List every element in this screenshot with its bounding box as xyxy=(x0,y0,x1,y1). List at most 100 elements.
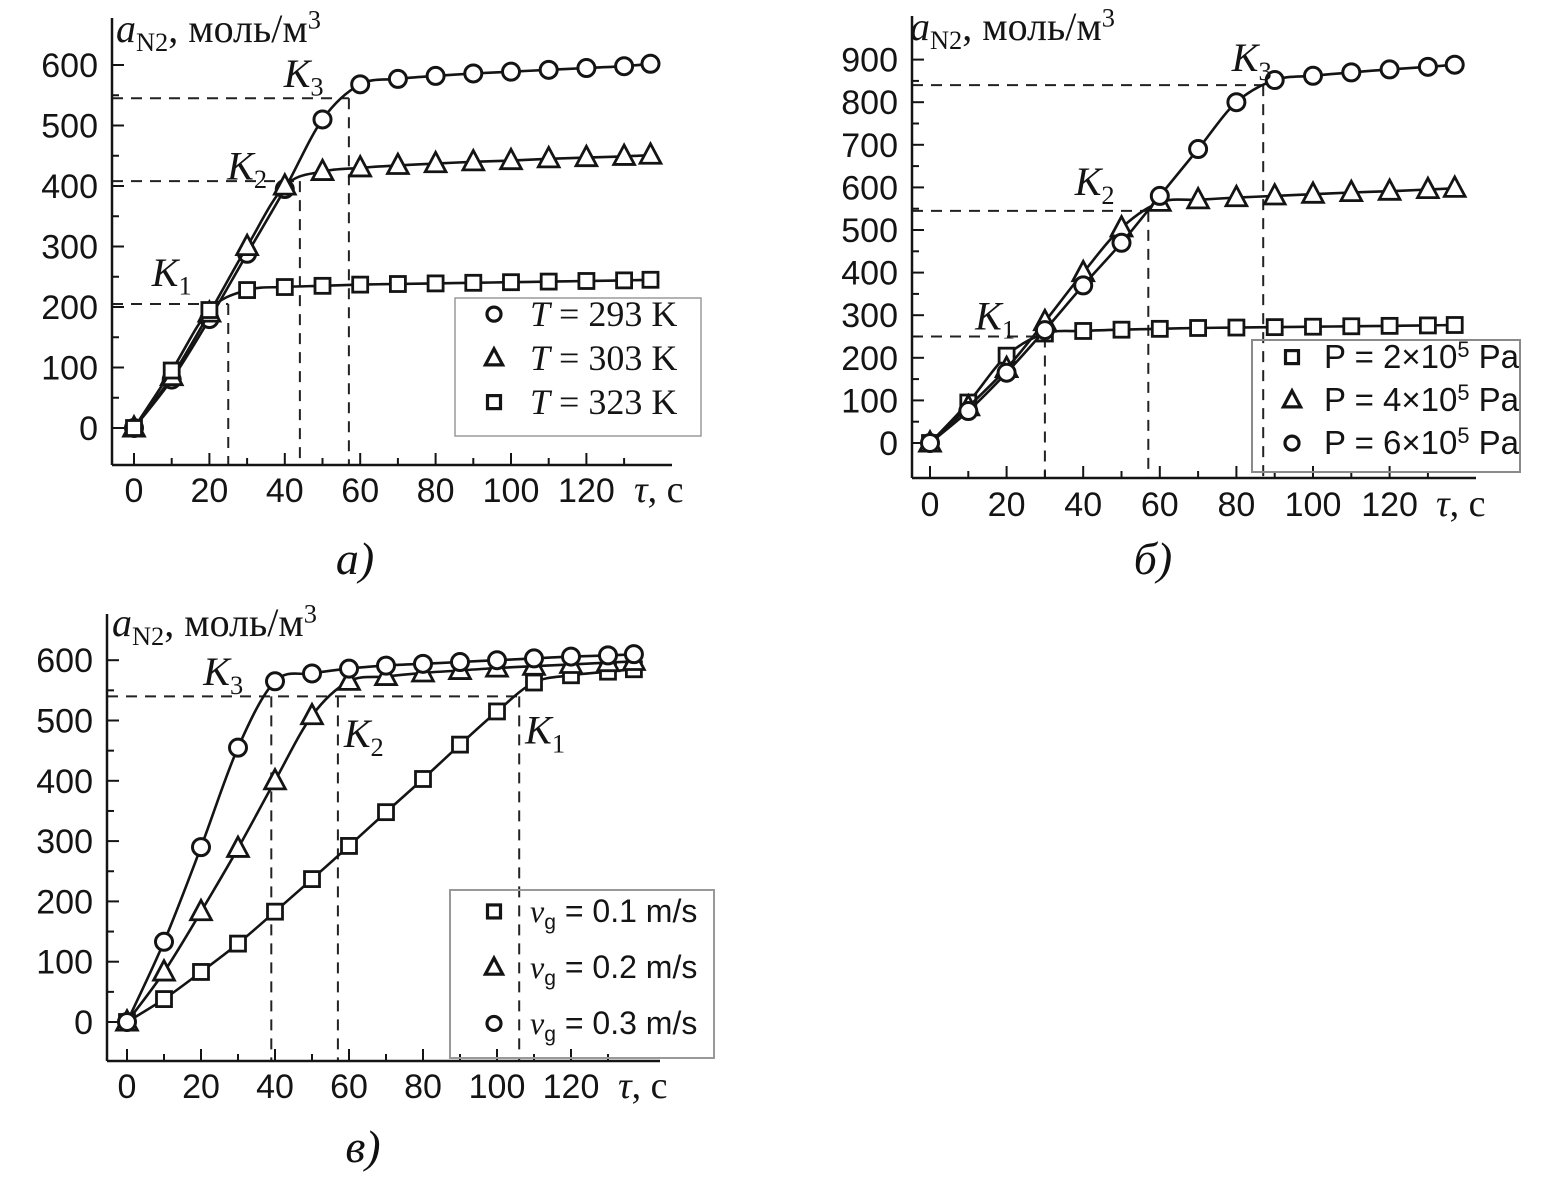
guide-lines xyxy=(912,84,1265,478)
x-tick-label: 100 xyxy=(1285,486,1342,524)
x-tick-label: 40 xyxy=(256,1068,294,1106)
circle-marker xyxy=(561,646,581,667)
circle-marker xyxy=(1283,434,1301,452)
k-label-2: K2 xyxy=(343,711,384,762)
x-tick-label: 20 xyxy=(182,1068,220,1106)
square-marker xyxy=(502,273,520,292)
square-marker xyxy=(426,274,445,293)
triangle-marker xyxy=(422,149,449,174)
triangle-marker xyxy=(299,701,325,726)
circle-marker xyxy=(1226,92,1247,113)
square-marker xyxy=(275,278,294,296)
circle-marker xyxy=(463,63,484,84)
triangle-marker xyxy=(262,766,288,791)
triangle-marker xyxy=(536,144,562,169)
k-label-3: K3 xyxy=(1231,35,1272,86)
y-tick-label: 0 xyxy=(879,425,898,463)
triangle-marker xyxy=(1262,181,1288,206)
circle-marker xyxy=(1034,320,1055,341)
x-axis-label: τ, с xyxy=(1436,483,1485,525)
y-tick-label: 300 xyxy=(841,297,898,335)
circle-marker xyxy=(1379,59,1400,80)
y-tick-label: 300 xyxy=(41,229,98,267)
square-marker xyxy=(485,394,503,411)
y-axis-title: aN2, моль/м3 xyxy=(116,4,321,56)
circle-marker xyxy=(302,663,322,684)
k-label-1: K1 xyxy=(151,250,192,301)
y-tick-label: 200 xyxy=(41,289,98,327)
x-tick-label: 80 xyxy=(417,472,455,510)
y-tick-label: 0 xyxy=(74,1004,93,1042)
triangle-marker xyxy=(498,146,524,171)
square-marker xyxy=(641,270,660,289)
x-tick-label: 120 xyxy=(558,472,615,510)
x-tick-label: 100 xyxy=(469,1068,526,1106)
caption-panel-v: в) xyxy=(345,1121,381,1172)
triangle-marker xyxy=(482,954,506,976)
circle-marker xyxy=(538,59,559,80)
square-marker xyxy=(155,990,173,1008)
square-marker xyxy=(229,934,247,953)
chart-v-gas-velocity-series: 0 100 200 300 400 500 600 0 20 40 60 80 100 120 τ, с aN… xyxy=(36,598,715,1107)
tick-labels: 0 100 200 300 400 500 600 700 800 900 0 20 40 60 80 100… xyxy=(841,42,1418,524)
circle-marker xyxy=(524,648,544,669)
legend-box xyxy=(449,889,715,1059)
x-tick-label: 20 xyxy=(190,472,228,510)
y-tick-label: 500 xyxy=(41,108,98,146)
x-tick-label: 0 xyxy=(125,472,144,510)
y-tick-label: 100 xyxy=(41,350,98,388)
triangle-marker xyxy=(188,897,214,922)
legend: νg = 0.1 m/s νg = 0.2 m/s νg = 0.3 m/s xyxy=(449,889,715,1059)
legend-row-0: P = 2×105 Pa xyxy=(1324,337,1520,375)
legend-box xyxy=(454,297,702,437)
square-marker xyxy=(488,702,506,721)
circle-marker xyxy=(501,61,521,82)
square-marker xyxy=(377,803,395,822)
square-marker xyxy=(303,870,321,888)
triangle-marker xyxy=(637,140,664,165)
triangle-marker xyxy=(1415,175,1441,200)
y-axis-title: aN2, моль/м3 xyxy=(112,598,317,650)
y-tick-label: 600 xyxy=(41,47,98,85)
circle-marker xyxy=(265,671,285,692)
triangle-marker xyxy=(347,153,373,178)
square-marker xyxy=(162,361,181,380)
circle-marker xyxy=(413,653,433,674)
circle-marker xyxy=(154,931,174,952)
circle-marker xyxy=(450,652,470,673)
x-tick-label: 40 xyxy=(1064,486,1102,524)
triangle-marker xyxy=(225,834,251,858)
circle-marker xyxy=(1341,62,1362,83)
x-tick-label: 80 xyxy=(404,1068,442,1106)
circle-marker xyxy=(376,655,396,676)
square-marker xyxy=(1189,319,1208,337)
circle-marker xyxy=(598,645,618,666)
square-marker xyxy=(1074,322,1093,340)
triangle-marker xyxy=(611,142,637,166)
y-tick-label: 200 xyxy=(36,883,93,921)
series-0-markers xyxy=(124,53,661,438)
series-2-markers xyxy=(920,54,1465,453)
x-axis-label: τ, с xyxy=(634,469,683,511)
circle-marker xyxy=(485,1014,503,1033)
square-marker xyxy=(200,301,219,319)
circle-marker xyxy=(640,53,661,74)
triangle-marker xyxy=(1300,179,1326,204)
legend-row-2: P = 6×105 Pa xyxy=(1324,423,1520,461)
legend-row-2: νg = 0.3 m/s xyxy=(530,1005,697,1046)
x-tick-label: 0 xyxy=(118,1068,137,1106)
triangle-marker xyxy=(460,147,486,172)
series-2-markers xyxy=(117,644,644,1032)
circle-marker xyxy=(350,74,371,95)
tick-marks xyxy=(112,64,626,465)
series-2-markers xyxy=(125,270,660,437)
triangle-marker xyxy=(309,157,336,181)
square-marker xyxy=(464,273,483,292)
series-0-markers xyxy=(921,316,1464,452)
square-marker xyxy=(1445,316,1464,334)
caption-panel-b: б) xyxy=(1133,533,1173,584)
circle-marker xyxy=(958,401,979,422)
legend-row-1: P = 4×105 Pa xyxy=(1324,380,1520,418)
square-marker xyxy=(615,271,633,290)
circle-marker xyxy=(312,109,333,130)
